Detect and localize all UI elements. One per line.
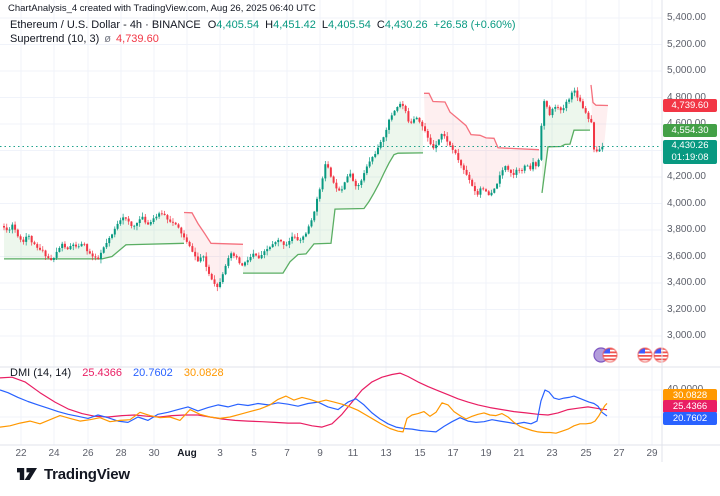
tradingview-logo-text: TradingView <box>44 466 130 483</box>
price-axis-label: 4,800.00 <box>667 91 706 103</box>
us-flag-event-icon[interactable] <box>637 347 653 363</box>
grid-lines <box>0 0 662 445</box>
time-axis-label: 17 <box>447 448 459 459</box>
time-axis-label: 15 <box>414 448 426 459</box>
ohlc-low: L4,405.54 <box>321 19 371 31</box>
symbol-legend[interactable]: Ethereum / U.S. Dollar - 4h · BINANCE O4… <box>10 19 516 31</box>
price-axis-label: 3,600.00 <box>667 250 706 262</box>
supertrend-name: Supertrend (10, 3) <box>10 33 100 45</box>
dmi-adx-badge: 25.4366 <box>663 400 717 413</box>
time-axis-label: 13 <box>380 448 392 459</box>
last-price-countdown: 01:19:08 <box>671 152 709 164</box>
dmi-name: DMI (14, 14) <box>10 367 72 379</box>
time-axis-label: Aug <box>177 448 197 459</box>
ohlc-close: C4,430.26 <box>376 19 428 31</box>
price-axis-label: 5,200.00 <box>667 38 706 50</box>
price-axis-label: 4,200.00 <box>667 171 706 182</box>
time-axis-label: 23 <box>546 448 558 459</box>
time-axis-label: 27 <box>613 448 625 459</box>
supertrend-support-badge: 4,554.30 <box>663 123 717 137</box>
price-axis-label: 5,400.00 <box>667 12 706 23</box>
dmi-minus-di-badge: 30.0828 <box>663 388 717 402</box>
us-flag-event-icon[interactable] <box>653 347 669 363</box>
candles-layer <box>3 87 604 292</box>
us-flag-event-icon[interactable] <box>602 347 618 363</box>
last-price-badge: 4,430.26 01:19:08 <box>663 140 717 165</box>
price-axis-label: 4,000.00 <box>667 197 706 209</box>
dmi-plus-di-badge: 20.7602 <box>663 411 717 425</box>
dmi-plus-di-value: 20.7602 <box>133 367 173 379</box>
price-axis-label: 3,400.00 <box>667 277 706 288</box>
time-axis-label: 25 <box>580 448 592 459</box>
price-axis-label: 3,800.00 <box>667 224 706 235</box>
chart-canvas[interactable] <box>0 0 720 462</box>
time-axis-label: 22 <box>15 448 27 459</box>
time-axis-label: 9 <box>317 448 323 459</box>
tradingview-logo[interactable]: TradingView <box>16 466 130 483</box>
time-axis-label: 19 <box>480 448 492 459</box>
last-price-value: 4,430.26 <box>671 140 709 152</box>
dmi-legend[interactable]: DMI (14, 14) 25.4366 20.7602 30.0828 <box>10 367 232 379</box>
ohlc-change: +26.58 (+0.60%) <box>433 19 516 31</box>
supertrend-layer <box>4 84 609 288</box>
price-axis-label: 5,000.00 <box>667 65 706 76</box>
dmi-minus-di-value: 30.0828 <box>183 367 224 379</box>
dmi-adx-value: 25.4366 <box>82 367 122 379</box>
ohlc-open: O4,405.54 <box>207 19 260 31</box>
supertrend-value: 4,739.60 <box>116 33 159 45</box>
symbol-title: Ethereum / U.S. Dollar - 4h · BINANCE <box>10 19 201 31</box>
time-axis-label: 5 <box>251 448 257 459</box>
supertrend-symbol: ø <box>104 33 112 45</box>
price-axis-label: 4,600.00 <box>667 118 706 130</box>
attribution-text: ChartAnalysis_4 created with TradingView… <box>8 3 316 14</box>
supertrend-resistance-badge: 4,739.60 <box>663 99 717 112</box>
economic-event-icons[interactable] <box>593 347 669 363</box>
time-axis-label: 26 <box>82 448 94 459</box>
price-axis-label: 3,000.00 <box>667 330 706 341</box>
price-axis-label: 3,200.00 <box>667 303 706 315</box>
time-axis-label: 24 <box>48 448 60 459</box>
time-axis-label: 21 <box>513 448 525 459</box>
dmi-lines-layer <box>0 372 608 434</box>
ohlc-high: H4,451.42 <box>265 19 316 31</box>
time-axis-label: 11 <box>347 448 359 459</box>
time-axis-label: 3 <box>217 448 223 459</box>
time-axis-label: 30 <box>148 448 160 459</box>
time-axis-label: 28 <box>115 448 127 459</box>
time-axis-label: 29 <box>646 448 658 459</box>
time-axis-label: 7 <box>284 448 290 459</box>
tradingview-logo-mark <box>17 468 37 480</box>
supertrend-legend[interactable]: Supertrend (10, 3) ø 4,739.60 <box>10 33 159 45</box>
